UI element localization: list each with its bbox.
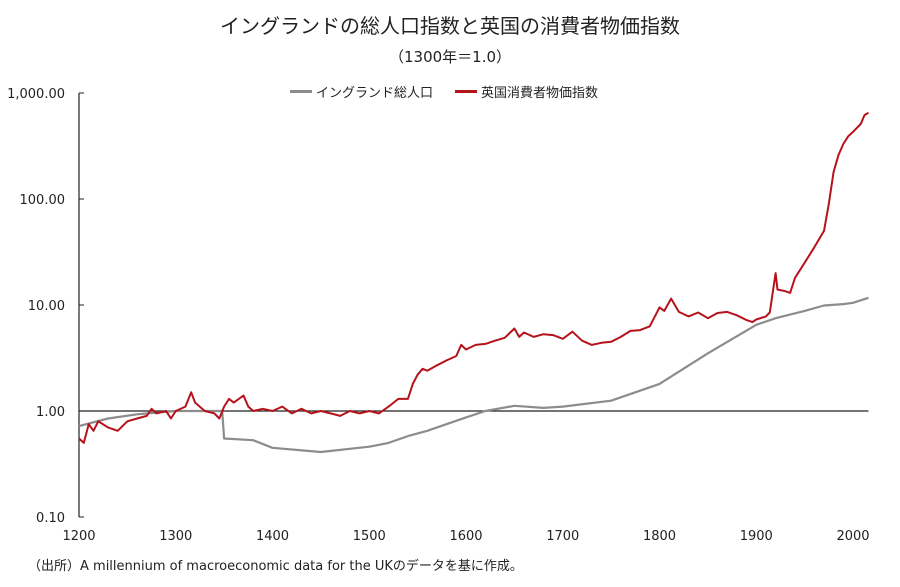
legend-swatch-cpi bbox=[455, 90, 478, 93]
x-tick-label: 1300 bbox=[159, 529, 192, 544]
y-tick-label: 1.00 bbox=[36, 405, 65, 420]
x-tick-label: 2000 bbox=[836, 529, 869, 544]
legend-swatch-population bbox=[290, 90, 312, 93]
y-tick-label: 1,000.00 bbox=[7, 87, 65, 102]
chart-subtitle: （1300年＝1.0） bbox=[388, 48, 512, 66]
legend-label-cpi: 英国消費者物価指数 bbox=[481, 86, 599, 101]
y-tick-label: 10.00 bbox=[28, 299, 65, 314]
population-series-line bbox=[78, 296, 869, 454]
x-tick-label: 1200 bbox=[62, 529, 95, 544]
legend: イングランド総人口 英国消費者物価指数 bbox=[290, 82, 598, 101]
y-tick-label: 100.00 bbox=[20, 193, 66, 208]
x-tick-label: 1400 bbox=[256, 529, 289, 544]
x-tick-label: 1500 bbox=[353, 529, 386, 544]
x-tick-label: 1800 bbox=[643, 529, 676, 544]
x-tick-label: 1700 bbox=[546, 529, 579, 544]
x-tick-label: 1900 bbox=[740, 529, 773, 544]
legend-label-population: イングランド総人口 bbox=[316, 86, 434, 101]
cpi-series-line bbox=[78, 111, 869, 444]
source-note: （出所）A millennium of macroeconomic data f… bbox=[28, 559, 523, 574]
x-tick-label: 1600 bbox=[449, 529, 482, 544]
legend-item-cpi: 英国消費者物価指数 bbox=[455, 82, 598, 101]
y-tick-label: 0.10 bbox=[36, 511, 65, 526]
chart-title: イングランドの総人口指数と英国の消費者物価指数 bbox=[220, 14, 680, 38]
legend-item-population: イングランド総人口 bbox=[290, 82, 433, 101]
